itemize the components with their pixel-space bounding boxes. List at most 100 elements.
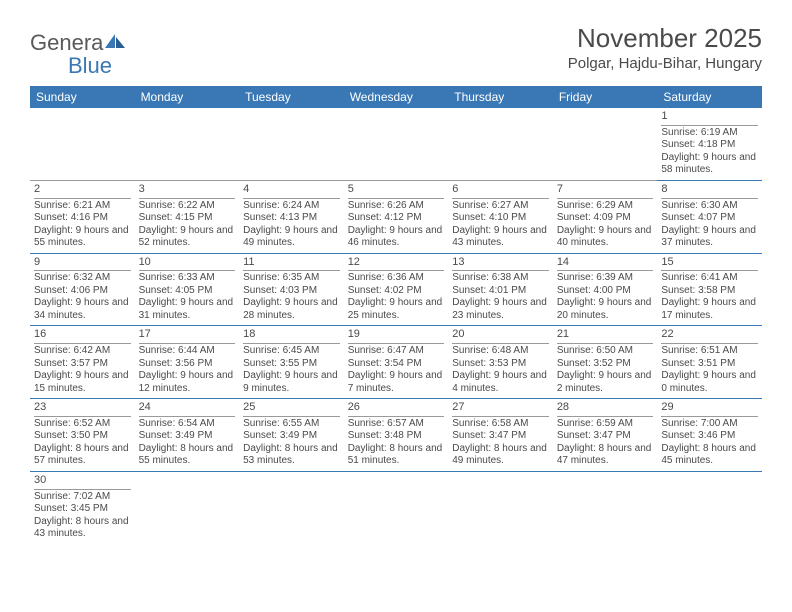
sunrise: Sunrise: 6:42 AM — [34, 345, 131, 358]
month-title: November 2025 — [568, 24, 762, 53]
weekday-header-row: SundayMondayTuesdayWednesdayThursdayFrid… — [30, 86, 762, 108]
day-number: 8 — [661, 183, 758, 199]
daylight: Daylight: 8 hours and 53 minutes. — [243, 443, 340, 468]
sunset: Sunset: 3:50 PM — [34, 430, 131, 443]
daylight: Daylight: 8 hours and 43 minutes. — [34, 516, 131, 541]
calendar-row: 9Sunrise: 6:32 AMSunset: 4:06 PMDaylight… — [30, 253, 762, 326]
empty-cell — [30, 108, 135, 180]
calendar-page: Genera Blue November 2025 Polgar, Hajdu-… — [0, 0, 792, 544]
location: Polgar, Hajdu-Bihar, Hungary — [568, 55, 762, 72]
day-cell: 19Sunrise: 6:47 AMSunset: 3:54 PMDayligh… — [344, 326, 449, 399]
daylight: Daylight: 9 hours and 31 minutes. — [139, 297, 236, 322]
day-cell: 26Sunrise: 6:57 AMSunset: 3:48 PMDayligh… — [344, 399, 449, 472]
empty-cell — [239, 108, 344, 180]
sunset: Sunset: 3:45 PM — [34, 503, 131, 516]
sunrise: Sunrise: 6:26 AM — [348, 200, 445, 213]
day-number: 5 — [348, 183, 445, 199]
calendar-row: 30Sunrise: 7:02 AMSunset: 3:45 PMDayligh… — [30, 471, 762, 543]
day-cell: 10Sunrise: 6:33 AMSunset: 4:05 PMDayligh… — [135, 253, 240, 326]
day-info: Sunrise: 6:21 AMSunset: 4:16 PMDaylight:… — [34, 200, 131, 250]
empty-cell — [344, 471, 449, 543]
sunrise: Sunrise: 6:22 AM — [139, 200, 236, 213]
sunset: Sunset: 3:51 PM — [661, 358, 758, 371]
calendar-row: 16Sunrise: 6:42 AMSunset: 3:57 PMDayligh… — [30, 326, 762, 399]
day-number: 21 — [557, 328, 654, 344]
daylight: Daylight: 9 hours and 9 minutes. — [243, 370, 340, 395]
sunset: Sunset: 3:55 PM — [243, 358, 340, 371]
daylight: Daylight: 8 hours and 47 minutes. — [557, 443, 654, 468]
day-cell: 20Sunrise: 6:48 AMSunset: 3:53 PMDayligh… — [448, 326, 553, 399]
sunset: Sunset: 3:56 PM — [139, 358, 236, 371]
daylight: Daylight: 9 hours and 2 minutes. — [557, 370, 654, 395]
sunset: Sunset: 3:54 PM — [348, 358, 445, 371]
sunset: Sunset: 4:00 PM — [557, 285, 654, 298]
day-cell: 16Sunrise: 6:42 AMSunset: 3:57 PMDayligh… — [30, 326, 135, 399]
title-block: November 2025 Polgar, Hajdu-Bihar, Hunga… — [568, 24, 762, 72]
daylight: Daylight: 9 hours and 17 minutes. — [661, 297, 758, 322]
sunrise: Sunrise: 6:44 AM — [139, 345, 236, 358]
sunrise: Sunrise: 6:54 AM — [139, 418, 236, 431]
day-number: 25 — [243, 401, 340, 417]
sunset: Sunset: 4:07 PM — [661, 212, 758, 225]
daylight: Daylight: 9 hours and 7 minutes. — [348, 370, 445, 395]
day-info: Sunrise: 6:47 AMSunset: 3:54 PMDaylight:… — [348, 345, 445, 395]
sunrise: Sunrise: 6:30 AM — [661, 200, 758, 213]
empty-cell — [344, 108, 449, 180]
weekday-header: Monday — [135, 86, 240, 108]
day-number: 27 — [452, 401, 549, 417]
daylight: Daylight: 9 hours and 25 minutes. — [348, 297, 445, 322]
day-number: 14 — [557, 256, 654, 272]
header: Genera Blue November 2025 Polgar, Hajdu-… — [30, 24, 762, 78]
day-info: Sunrise: 6:50 AMSunset: 3:52 PMDaylight:… — [557, 345, 654, 395]
day-cell: 15Sunrise: 6:41 AMSunset: 3:58 PMDayligh… — [657, 253, 762, 326]
day-number: 4 — [243, 183, 340, 199]
day-info: Sunrise: 6:36 AMSunset: 4:02 PMDaylight:… — [348, 272, 445, 322]
sunset: Sunset: 4:15 PM — [139, 212, 236, 225]
sunrise: Sunrise: 7:00 AM — [661, 418, 758, 431]
sunset: Sunset: 4:18 PM — [661, 139, 758, 152]
sail-icon — [103, 32, 127, 50]
day-info: Sunrise: 6:39 AMSunset: 4:00 PMDaylight:… — [557, 272, 654, 322]
day-number: 11 — [243, 256, 340, 272]
day-info: Sunrise: 6:22 AMSunset: 4:15 PMDaylight:… — [139, 200, 236, 250]
empty-cell — [135, 108, 240, 180]
day-number: 24 — [139, 401, 236, 417]
sunrise: Sunrise: 6:19 AM — [661, 127, 758, 140]
sunrise: Sunrise: 6:33 AM — [139, 272, 236, 285]
sunset: Sunset: 3:58 PM — [661, 285, 758, 298]
weekday-header: Friday — [553, 86, 658, 108]
day-number: 26 — [348, 401, 445, 417]
day-cell: 11Sunrise: 6:35 AMSunset: 4:03 PMDayligh… — [239, 253, 344, 326]
sunrise: Sunrise: 6:59 AM — [557, 418, 654, 431]
daylight: Daylight: 9 hours and 43 minutes. — [452, 225, 549, 250]
day-cell: 23Sunrise: 6:52 AMSunset: 3:50 PMDayligh… — [30, 399, 135, 472]
logo-text-1: Genera — [30, 30, 103, 55]
weekday-header: Thursday — [448, 86, 553, 108]
logo-text-2: Blue — [30, 53, 112, 78]
empty-cell — [553, 108, 658, 180]
day-cell: 25Sunrise: 6:55 AMSunset: 3:49 PMDayligh… — [239, 399, 344, 472]
sunset: Sunset: 3:46 PM — [661, 430, 758, 443]
calendar-row: 23Sunrise: 6:52 AMSunset: 3:50 PMDayligh… — [30, 399, 762, 472]
calendar-table: SundayMondayTuesdayWednesdayThursdayFrid… — [30, 86, 762, 544]
sunset: Sunset: 3:53 PM — [452, 358, 549, 371]
day-cell: 29Sunrise: 7:00 AMSunset: 3:46 PMDayligh… — [657, 399, 762, 472]
day-number: 2 — [34, 183, 131, 199]
sunset: Sunset: 4:09 PM — [557, 212, 654, 225]
empty-cell — [239, 471, 344, 543]
sunset: Sunset: 3:47 PM — [452, 430, 549, 443]
day-cell: 1Sunrise: 6:19 AMSunset: 4:18 PMDaylight… — [657, 108, 762, 180]
day-cell: 14Sunrise: 6:39 AMSunset: 4:00 PMDayligh… — [553, 253, 658, 326]
sunrise: Sunrise: 6:36 AM — [348, 272, 445, 285]
day-number: 17 — [139, 328, 236, 344]
sunset: Sunset: 3:47 PM — [557, 430, 654, 443]
day-cell: 21Sunrise: 6:50 AMSunset: 3:52 PMDayligh… — [553, 326, 658, 399]
day-info: Sunrise: 6:41 AMSunset: 3:58 PMDaylight:… — [661, 272, 758, 322]
daylight: Daylight: 9 hours and 55 minutes. — [34, 225, 131, 250]
day-cell: 28Sunrise: 6:59 AMSunset: 3:47 PMDayligh… — [553, 399, 658, 472]
empty-cell — [657, 471, 762, 543]
empty-cell — [448, 471, 553, 543]
sunset: Sunset: 4:12 PM — [348, 212, 445, 225]
day-info: Sunrise: 6:48 AMSunset: 3:53 PMDaylight:… — [452, 345, 549, 395]
day-info: Sunrise: 6:32 AMSunset: 4:06 PMDaylight:… — [34, 272, 131, 322]
